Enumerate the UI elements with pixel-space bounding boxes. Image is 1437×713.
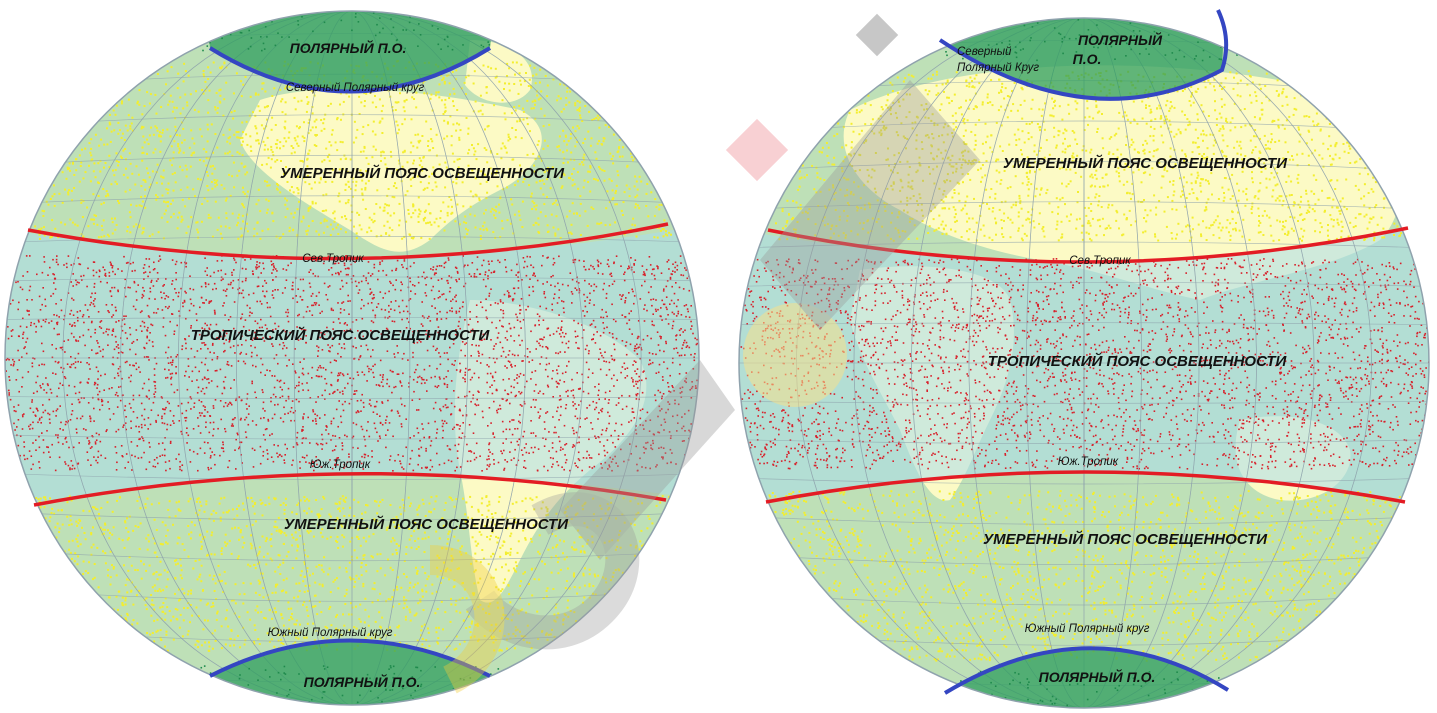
east-arctic-circle-label-line2: Полярный Круг (957, 62, 1039, 74)
east-polar-south-label: ПОЛЯРНЫЙ П.О. (1039, 668, 1156, 685)
tropic-of-capricorn-line (765, 470, 1406, 504)
west-tropic-south-label: Юж.Тропик (310, 459, 371, 471)
west-temperate-north-label: УМЕРЕННЫЙ ПОЯС ОСВЕЩЕННОСТИ (280, 164, 565, 182)
east-polar-north-label-line2: П.О. (1073, 51, 1102, 67)
west-polar-south-label: ПОЛЯРНЫЙ П.О. (304, 673, 421, 690)
arctic-circle-line (208, 46, 492, 94)
east-tropical-label: ТРОПИЧЕСКИЙ ПОЯС ОСВЕЩЕННОСТИ (988, 352, 1288, 370)
south-polar-cap (940, 648, 1230, 708)
west-polar-north-label: ПОЛЯРНЫЙ П.О. (290, 39, 407, 56)
west-tropic-north-label: Сев.Тропик (302, 253, 364, 265)
south-polar-cap (205, 640, 495, 705)
west-tropical-label: ТРОПИЧЕСКИЙ ПОЯС ОСВЕЩЕННОСТИ (191, 326, 491, 344)
east-arctic-circle-label-line1: Северный (957, 46, 1012, 58)
western-hemisphere (4, 10, 700, 706)
east-temperate-south-label: УМЕРЕННЫЙ ПОЯС ОСВЕЩЕННОСТИ (983, 530, 1268, 548)
west-temperate-south-label: УМЕРЕННЫЙ ПОЯС ОСВЕЩЕННОСТИ (284, 515, 569, 533)
north-america (240, 89, 542, 252)
tropic-of-cancer-line (767, 226, 1409, 264)
watermark (428, 13, 980, 694)
east-polar-north-label-line1: ПОЛЯРНЫЙ (1078, 31, 1163, 48)
antarctic-circle-line (209, 638, 491, 678)
east-temperate-north-label: УМЕРЕННЫЙ ПОЯС ОСВЕЩЕННОСТИ (1003, 154, 1288, 172)
tropic-of-cancer-line (27, 222, 669, 261)
east-tropic-north-label: Сев.Тропик (1069, 255, 1131, 267)
west-antarctic-circle-label: Южный Полярный круг (268, 627, 393, 639)
eastern-hemisphere (738, 9, 1430, 709)
west-arctic-circle-label: Северный Полярный круг (286, 82, 425, 94)
east-antarctic-circle-label: Южный Полярный круг (1025, 623, 1150, 635)
greenland (465, 40, 532, 103)
arctic-circle-line (938, 9, 1229, 101)
antarctic-circle-line (943, 646, 1230, 695)
tropic-of-capricorn-line (33, 471, 667, 507)
north-polar-cap (205, 11, 495, 92)
east-tropic-south-label: Юж.Тропик (1058, 456, 1119, 468)
